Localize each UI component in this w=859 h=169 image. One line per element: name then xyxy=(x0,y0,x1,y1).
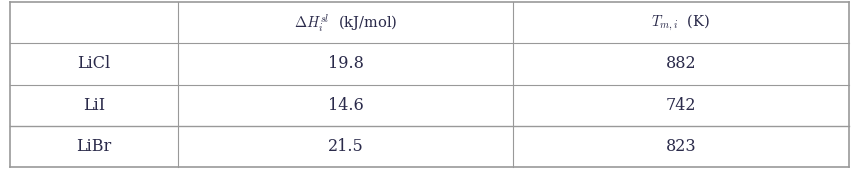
Text: $T_{m,i}$  (K): $T_{m,i}$ (K) xyxy=(651,13,710,33)
Text: 21.5: 21.5 xyxy=(328,138,363,155)
Text: 742: 742 xyxy=(666,97,697,114)
Text: LiCl: LiCl xyxy=(77,55,111,72)
Text: 823: 823 xyxy=(666,138,697,155)
Text: LiBr: LiBr xyxy=(76,138,112,155)
Text: 14.6: 14.6 xyxy=(328,97,363,114)
Text: 882: 882 xyxy=(666,55,697,72)
Text: LiI: LiI xyxy=(83,97,105,114)
Text: 19.8: 19.8 xyxy=(328,55,363,72)
Text: $\Delta H_i^{sl}$  (kJ/mol): $\Delta H_i^{sl}$ (kJ/mol) xyxy=(294,12,398,34)
